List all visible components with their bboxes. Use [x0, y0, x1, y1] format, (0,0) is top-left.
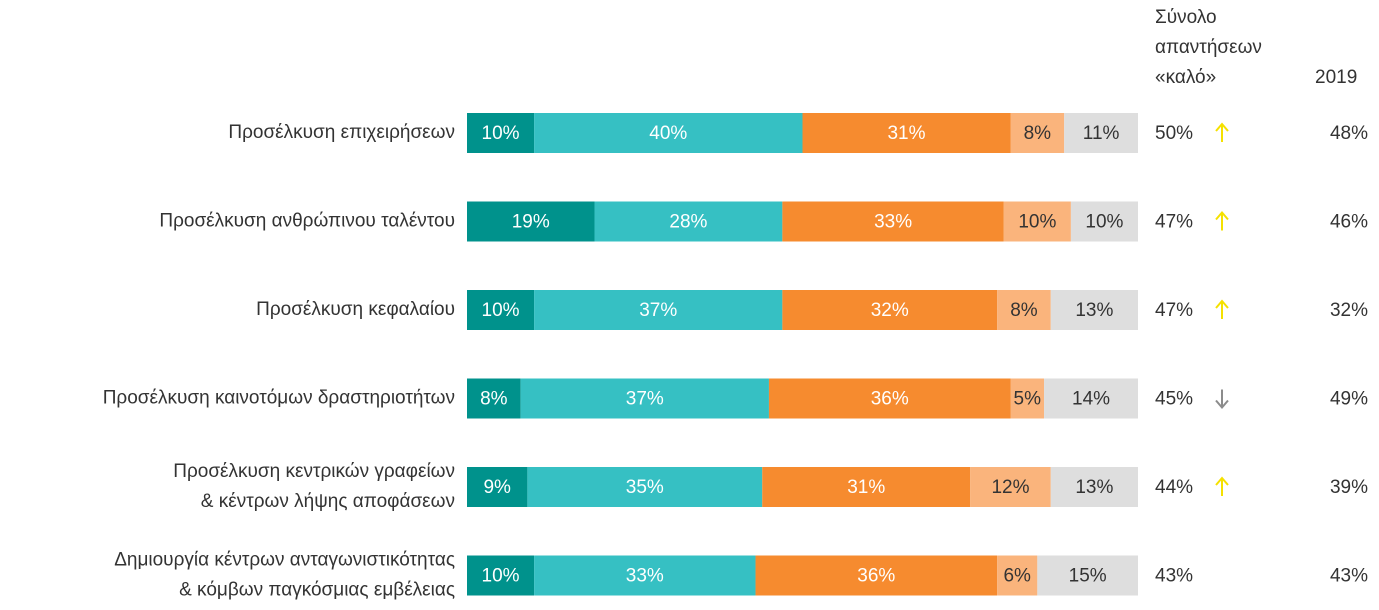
previous-value: 48%: [1330, 123, 1368, 144]
trend-arrow: [1215, 299, 1229, 319]
bar-value-label: 9%: [483, 477, 511, 498]
trend-arrow: [1215, 389, 1229, 410]
bar-segment: [594, 201, 783, 242]
bar-segment: [534, 113, 803, 153]
bar-segment: [1003, 201, 1071, 242]
trend-arrow: [1215, 122, 1229, 142]
bar-value-label: 10%: [482, 123, 520, 144]
bar-value-label: 12%: [991, 477, 1029, 498]
bar-value-label: 19%: [512, 212, 550, 233]
bar-segment: [1064, 113, 1138, 153]
bar-segment: [768, 378, 1011, 419]
bar-value-label: 31%: [887, 123, 925, 144]
trend-arrow: [1215, 476, 1229, 496]
bar-segment: [1050, 467, 1138, 507]
bar-value-label: 33%: [874, 212, 912, 233]
bar-segment: [970, 467, 1051, 507]
bar-segment: [1044, 378, 1138, 419]
previous-value: 46%: [1330, 212, 1368, 233]
bar-value-label: 10%: [482, 300, 520, 321]
bar-segment: [467, 467, 528, 507]
total-value: 47%: [1155, 300, 1193, 321]
bar-segment: [467, 113, 535, 153]
total-value: 47%: [1155, 212, 1193, 233]
previous-value: 32%: [1330, 300, 1368, 321]
total-value: 44%: [1155, 477, 1193, 498]
bar-segment: [520, 378, 769, 419]
bar-segment: [1037, 555, 1138, 596]
bar-segment: [1010, 113, 1065, 153]
bar-segment: [467, 290, 535, 330]
total-header: Σύνολο: [1155, 7, 1217, 28]
bar-segment: [997, 555, 1038, 596]
previous-value: 43%: [1330, 566, 1368, 587]
total-header: «καλό»: [1155, 67, 1216, 88]
bar-segment: [997, 290, 1051, 330]
bar-segment: [467, 201, 595, 242]
bar-value-label: 15%: [1069, 566, 1107, 587]
bar-value-label: 8%: [1010, 300, 1038, 321]
bar-segment: [762, 467, 971, 507]
bar-segment: [782, 201, 1004, 242]
previous-value: 49%: [1330, 389, 1368, 410]
total-value: 43%: [1155, 566, 1193, 587]
total-header: απαντήσεων: [1155, 37, 1262, 58]
category-label: & κέντρων λήψης αποφάσεων: [201, 491, 455, 512]
bar-value-label: 10%: [1018, 212, 1056, 233]
bar-value-label: 13%: [1075, 300, 1113, 321]
bar-segment: [467, 555, 535, 596]
bar-segment: [534, 290, 783, 330]
category-label: Προσέλκυση ανθρώπινου ταλέντου: [159, 211, 455, 232]
bar-segment: [755, 555, 998, 596]
bar-value-label: 8%: [480, 389, 508, 410]
bar-value-label: 13%: [1075, 477, 1113, 498]
category-label: & κόμβων παγκόσμιας εμβέλειας: [179, 580, 455, 601]
bar-value-label: 10%: [482, 566, 520, 587]
bar-segment: [782, 290, 998, 330]
bar-value-label: 35%: [626, 477, 664, 498]
total-value: 50%: [1155, 123, 1193, 144]
bar-segment: [1070, 201, 1138, 242]
bar-value-label: 40%: [649, 123, 687, 144]
bar-segment: [534, 555, 756, 596]
category-label: Προσέλκυση κεφαλαίου: [256, 299, 455, 320]
bar-segment: [802, 113, 1011, 153]
trend-arrow: [1215, 210, 1229, 231]
category-label: Δημιουργία κέντρων ανταγωνιστικότητας: [114, 550, 455, 571]
bar-value-label: 33%: [626, 566, 664, 587]
bar-segment: [527, 467, 763, 507]
bar-value-label: 28%: [669, 212, 707, 233]
bar-value-label: 36%: [857, 566, 895, 587]
bar-value-label: 31%: [847, 477, 885, 498]
bar-value-label: 37%: [626, 389, 664, 410]
bar-value-label: 14%: [1072, 389, 1110, 410]
bar-value-label: 8%: [1024, 123, 1052, 144]
bar-value-label: 10%: [1085, 212, 1123, 233]
bar-value-label: 36%: [871, 389, 909, 410]
bar-value-label: 37%: [639, 300, 677, 321]
bar-value-label: 6%: [1003, 566, 1031, 587]
bar-value-label: 32%: [871, 300, 909, 321]
bar-value-label: 5%: [1014, 389, 1042, 410]
category-label: Προσέλκυση επιχειρήσεων: [228, 122, 455, 143]
bar-value-label: 11%: [1083, 123, 1120, 144]
category-label: Προσέλκυση κεντρικών γραφείων: [173, 461, 455, 482]
category-label: Προσέλκυση καινοτόμων δραστηριοτήτων: [103, 388, 455, 409]
previous-header: 2019: [1315, 67, 1357, 88]
previous-value: 39%: [1330, 477, 1368, 498]
total-value: 45%: [1155, 389, 1193, 410]
bar-segment: [1010, 378, 1045, 419]
bar-segment: [467, 378, 521, 419]
bar-segment: [1050, 290, 1138, 330]
